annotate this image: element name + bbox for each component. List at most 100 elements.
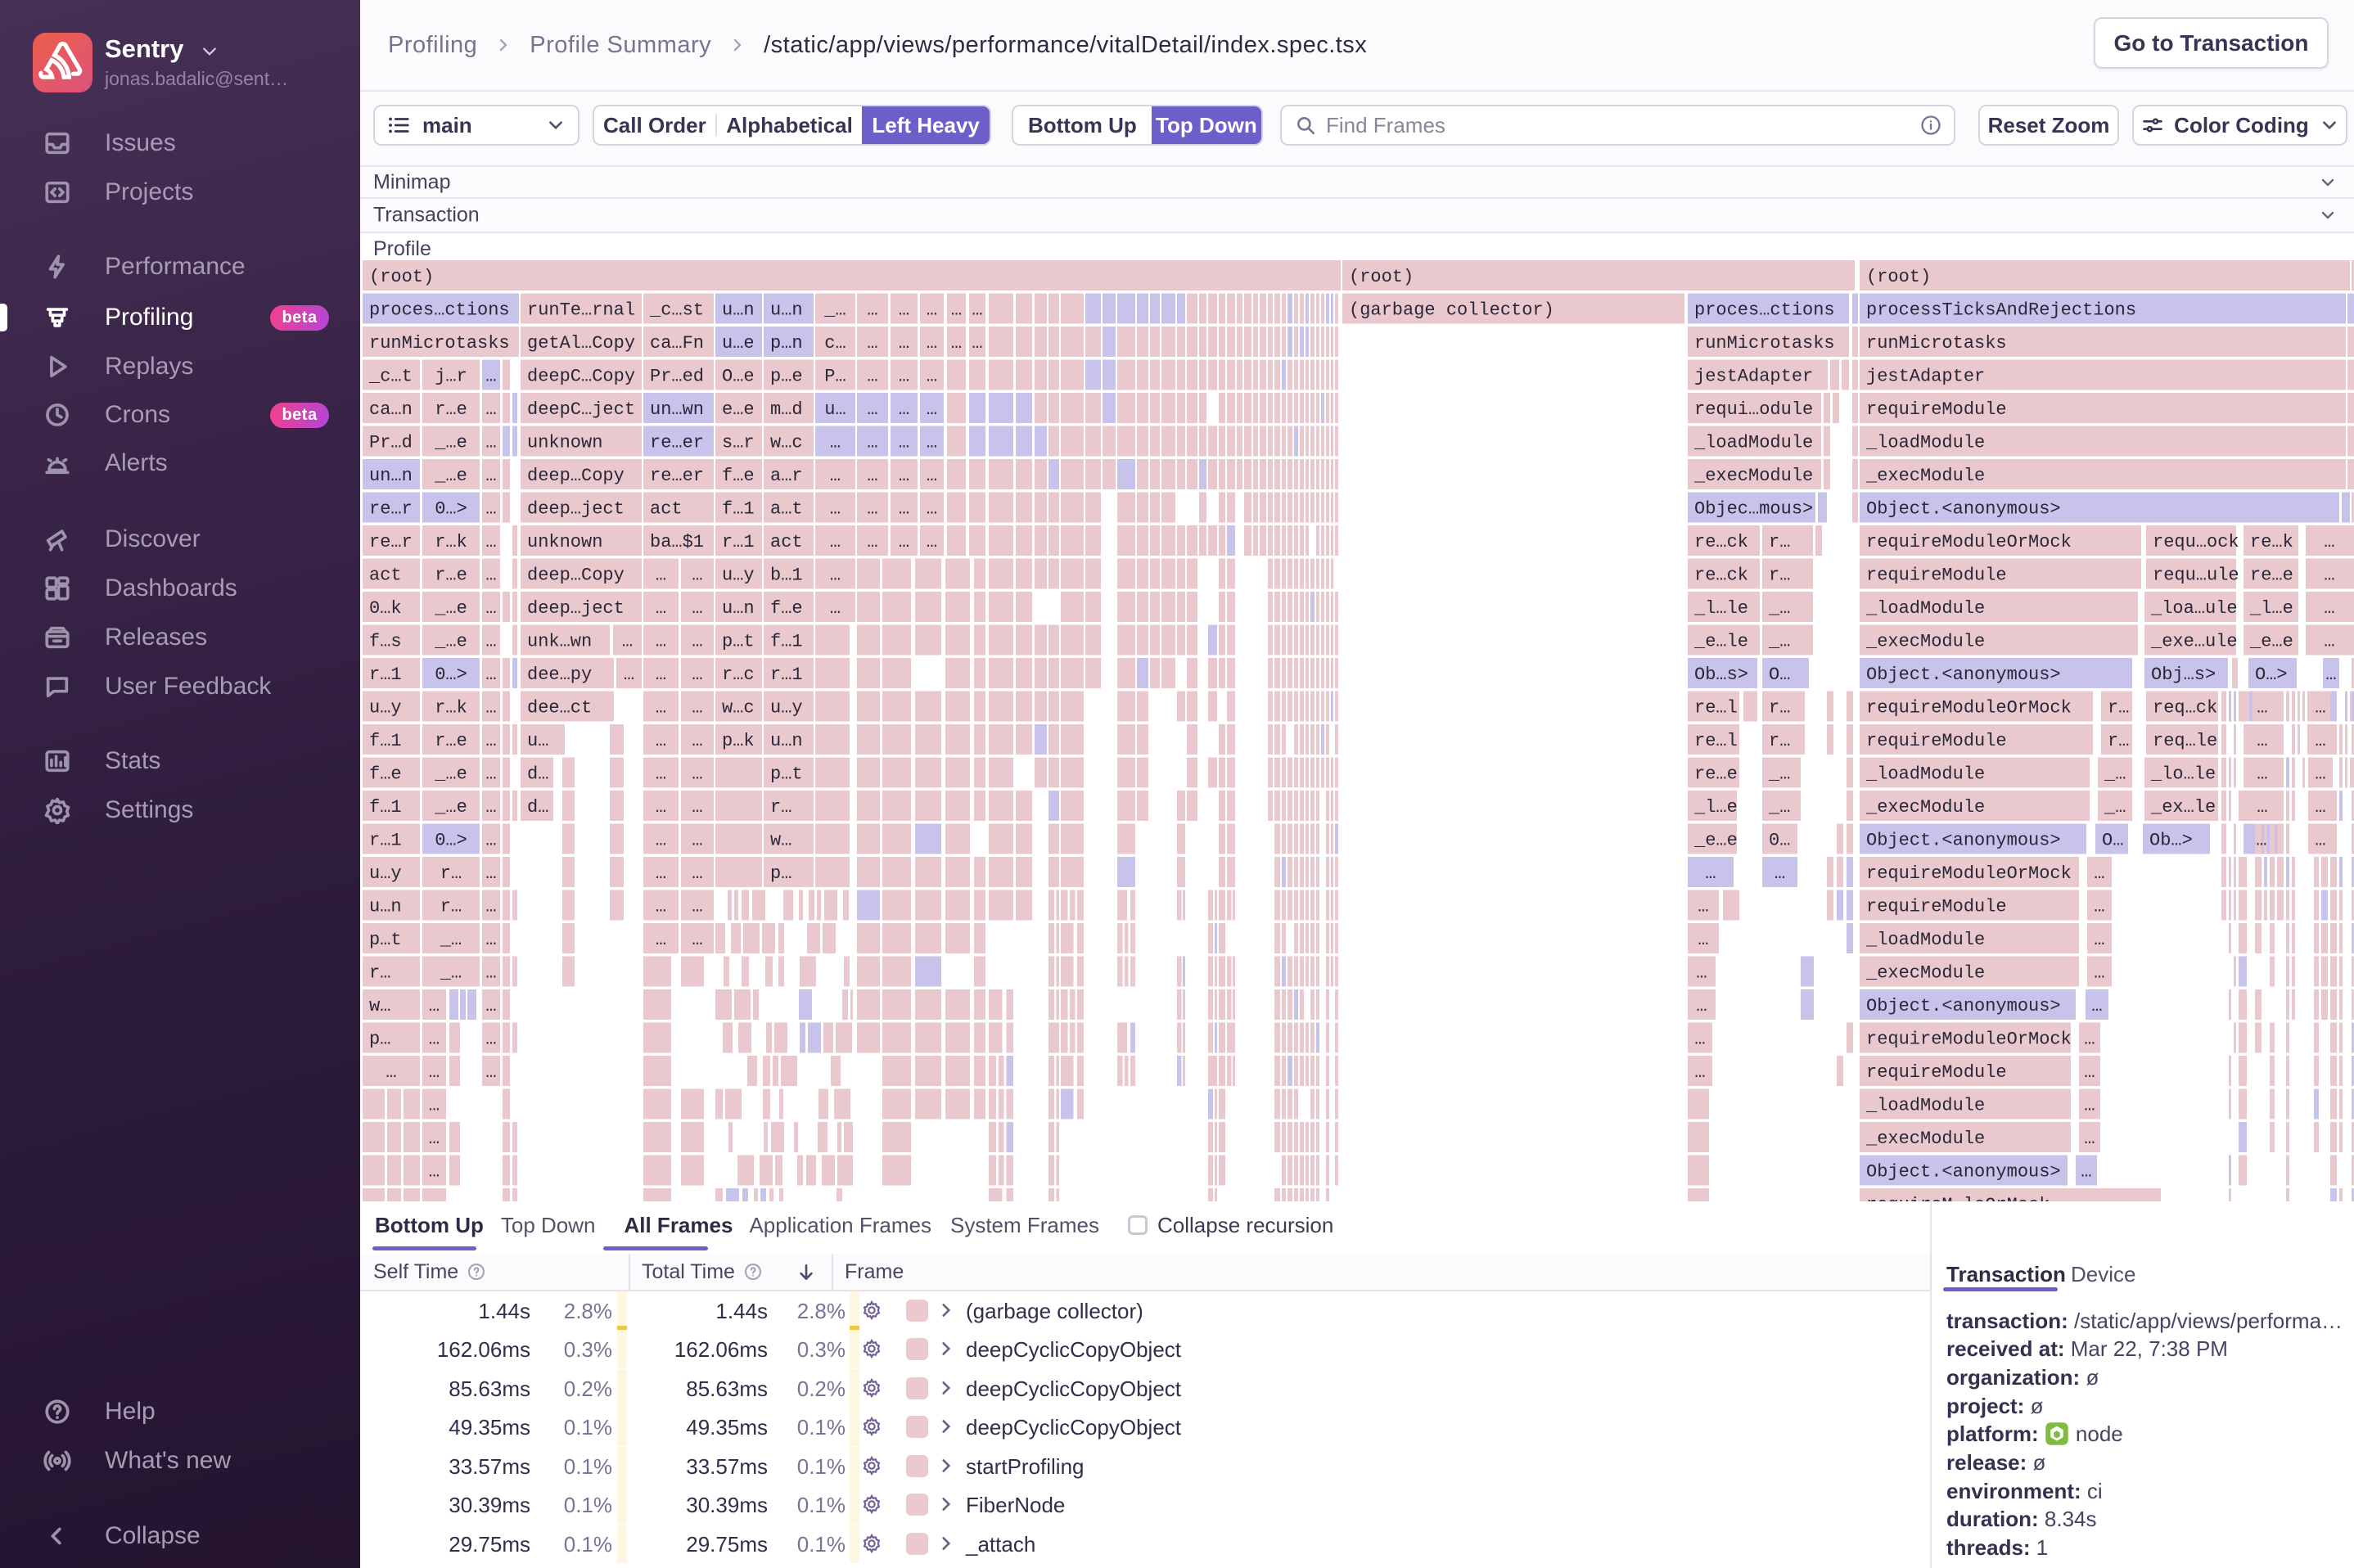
svg-text:_c…st: _c…st <box>649 300 704 321</box>
svg-text:processTicksAndRejections: processTicksAndRejections <box>1866 300 2136 321</box>
svg-text:f…e: f…e <box>369 764 402 785</box>
svg-text:…: … <box>624 665 634 685</box>
svg-text:_…: _… <box>1768 797 1790 818</box>
svg-text:…: … <box>485 532 496 552</box>
svg-text:w…: w… <box>369 996 390 1016</box>
svg-text:…: … <box>429 1162 440 1183</box>
svg-text:…: … <box>485 797 496 818</box>
svg-text:O…: O… <box>2102 831 2123 851</box>
svg-text:unk…wn: unk…wn <box>527 632 592 652</box>
svg-text:…: … <box>951 300 962 321</box>
svg-text:…: … <box>899 532 909 552</box>
svg-text:…: … <box>899 466 909 486</box>
svg-text:…: … <box>830 499 841 520</box>
svg-text:unknown: unknown <box>527 532 602 552</box>
svg-text:m…d: m…d <box>770 399 803 420</box>
svg-text:…: … <box>867 466 877 486</box>
svg-text:…: … <box>927 367 937 387</box>
svg-text:…: … <box>692 863 702 884</box>
svg-text:requ…ule: requ…ule <box>2153 565 2239 586</box>
svg-text:un…n: un…n <box>369 466 413 486</box>
svg-text:p…t: p…t <box>369 930 402 950</box>
svg-text:r…: r… <box>440 863 462 884</box>
svg-text:ba…$1: ba…$1 <box>650 532 704 552</box>
svg-text:…: … <box>429 1129 440 1149</box>
svg-text:…: … <box>485 963 496 984</box>
svg-text:…: … <box>899 367 909 387</box>
svg-text:_…e: _…e <box>434 764 467 785</box>
svg-text:u…e: u…e <box>722 333 755 354</box>
svg-text:requireModuleOrMock: requireModuleOrMock <box>1866 1030 2072 1050</box>
svg-text:O…>: O…> <box>2255 665 2288 685</box>
svg-text:getAl…Copy: getAl…Copy <box>527 333 635 354</box>
svg-text:requireM…leOrMock: requireM…leOrMock <box>1866 1195 2050 1201</box>
svg-text:…: … <box>2094 897 2104 917</box>
svg-text:f…e: f…e <box>722 466 755 486</box>
svg-text:proces…ctions: proces…ctions <box>1694 300 1835 321</box>
svg-text:…: … <box>2257 764 2267 785</box>
svg-text:…: … <box>429 1030 440 1050</box>
svg-text:r…: r… <box>1769 532 1790 552</box>
svg-text:…: … <box>485 930 496 950</box>
svg-text:…: … <box>429 1062 440 1083</box>
svg-text:runTe…rnal: runTe…rnal <box>527 300 635 321</box>
svg-text:re…er: re…er <box>650 466 704 486</box>
svg-text:…: … <box>656 665 666 685</box>
svg-text:_execModule: _execModule <box>1865 1129 1985 1149</box>
svg-text:deepC…Copy: deepC…Copy <box>527 367 635 387</box>
svg-text:r…1: r…1 <box>369 831 402 851</box>
svg-text:_l…e: _l…e <box>1693 797 1738 818</box>
svg-text:P…: P… <box>824 367 846 387</box>
svg-text:u…y: u…y <box>722 565 755 586</box>
svg-text:…: … <box>899 399 909 420</box>
svg-text:jestAdapter: jestAdapter <box>1694 367 1813 387</box>
svg-text:runMicrotasks: runMicrotasks <box>1694 333 1835 354</box>
svg-text:_execModule: _execModule <box>1865 632 1985 652</box>
svg-text:p…: p… <box>770 863 791 884</box>
svg-text:f…1: f…1 <box>369 797 402 818</box>
svg-text:…: … <box>485 632 496 652</box>
svg-text:…: … <box>485 367 496 387</box>
svg-text:requireModule: requireModule <box>1866 399 2007 420</box>
svg-text:f…1: f…1 <box>722 499 755 520</box>
svg-text:Object.<anonymous>: Object.<anonymous> <box>1866 665 2061 685</box>
svg-text:(root): (root) <box>1349 267 1414 287</box>
svg-text:r…k: r…k <box>435 532 467 552</box>
svg-text:w…: w… <box>770 831 791 851</box>
svg-text:_c…t: _c…t <box>368 367 413 387</box>
svg-text:e…e: e…e <box>722 399 755 420</box>
svg-text:r…: r… <box>369 963 390 984</box>
svg-text:_loa…ule: _loa…ule <box>2150 598 2238 619</box>
svg-text:u…n: u…n <box>722 300 755 321</box>
svg-text:r…: r… <box>2108 731 2129 751</box>
svg-text:…: … <box>692 665 702 685</box>
svg-text:f…e: f…e <box>770 598 803 619</box>
svg-text:_loadModule: _loadModule <box>1865 598 1985 619</box>
svg-text:…: … <box>2094 963 2104 984</box>
svg-text:…: … <box>429 996 440 1016</box>
svg-text:…: … <box>2315 831 2325 851</box>
svg-text:…: … <box>485 863 496 884</box>
svg-text:b…1: b…1 <box>770 565 803 586</box>
svg-text:…: … <box>927 433 937 453</box>
svg-text:Pr…d: Pr…d <box>369 433 413 453</box>
svg-text:_loadModule: _loadModule <box>1865 433 1985 453</box>
svg-text:re…ck: re…ck <box>1694 532 1748 552</box>
svg-text:0…>: 0…> <box>435 499 467 520</box>
svg-text:…: … <box>2257 698 2267 719</box>
svg-text:deep…ject: deep…ject <box>527 598 625 619</box>
svg-text:_execModule: _execModule <box>1693 466 1813 486</box>
svg-text:requireModule: requireModule <box>1866 897 2007 917</box>
svg-text:Objec…mous>: Objec…mous> <box>1694 499 1813 520</box>
svg-text:…: … <box>1705 863 1716 884</box>
svg-text:Object.<anonymous>: Object.<anonymous> <box>1866 996 2061 1016</box>
svg-text:_…: _… <box>440 963 462 984</box>
svg-text:…: … <box>867 367 877 387</box>
svg-text:r…: r… <box>1769 565 1790 586</box>
svg-text:u…n: u…n <box>722 598 755 619</box>
svg-text:…: … <box>867 433 877 453</box>
svg-text:…: … <box>2324 598 2334 619</box>
svg-text:…: … <box>2084 1096 2095 1116</box>
svg-text:…: … <box>1775 863 1785 884</box>
svg-text:re…l: re…l <box>1694 731 1738 751</box>
